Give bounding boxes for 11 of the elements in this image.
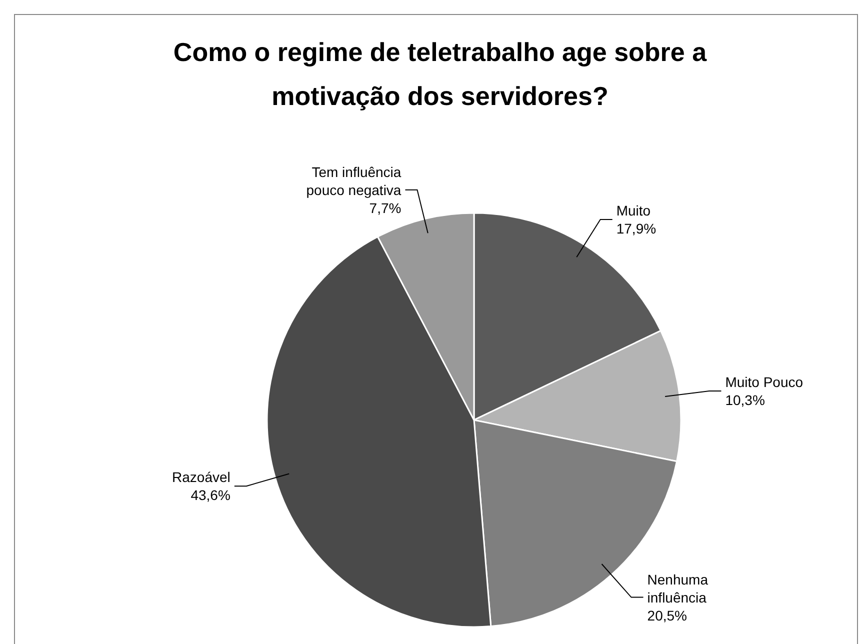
data-label: 7,7% bbox=[369, 200, 402, 216]
data-label: 17,9% bbox=[616, 220, 656, 236]
slice-label: Muito Pouco bbox=[725, 374, 804, 390]
slice-label: Tem influência pouco negativa bbox=[306, 164, 402, 198]
chart-title: Como o regime de teletrabalho age sobre a motivação dos servidores? bbox=[172, 36, 708, 113]
data-label: 43,6% bbox=[190, 487, 230, 504]
slice-label: Nenhuma influência bbox=[647, 571, 708, 606]
data-label: 20,5% bbox=[647, 607, 687, 624]
slice-label: Muito bbox=[616, 202, 651, 218]
slice-label: Razoável bbox=[172, 469, 230, 486]
data-label: 10,3% bbox=[725, 392, 765, 408]
